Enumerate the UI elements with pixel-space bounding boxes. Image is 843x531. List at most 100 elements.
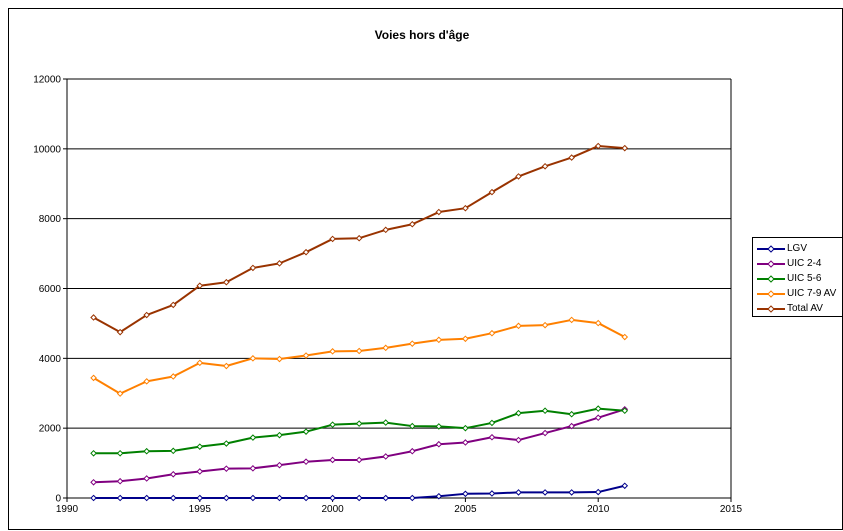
data-point-total-av-2005	[462, 204, 469, 212]
data-point-uic-5-6-2008	[541, 407, 549, 415]
data-point-total-av-2003	[408, 220, 416, 228]
data-point-lgv-1992	[116, 494, 124, 502]
x-tick-label: 2000	[321, 504, 344, 515]
legend-swatch-total-av	[757, 305, 785, 313]
data-point-uic-2-4-2005	[462, 439, 469, 446]
y-tick-label: 10000	[33, 144, 61, 155]
series-total-av	[90, 142, 629, 336]
x-tick-label: 2010	[587, 504, 610, 515]
data-point-uic-5-6-1992	[116, 449, 124, 457]
data-point-lgv-1994	[169, 494, 177, 502]
data-point-lgv-2002	[382, 494, 390, 502]
data-point-uic-2-4-2002	[382, 453, 390, 460]
data-point-uic-2-4-2006	[488, 433, 496, 441]
data-point-uic-7-9-av-1992	[116, 390, 124, 397]
data-point-uic-7-9-av-2002	[382, 344, 390, 352]
data-point-uic-2-4-1994	[169, 470, 177, 478]
data-point-uic-2-4-1993	[143, 475, 150, 482]
data-point-uic-2-4-1992	[116, 477, 124, 485]
x-tick-labels: 1990 1995 2000 2005 2010 2015	[56, 504, 743, 515]
data-point-uic-7-9-av-2009	[568, 316, 575, 324]
legend-item-uic-7-9-av: UIC 7-9 AV	[753, 287, 843, 301]
data-point-uic-5-6-2002	[382, 419, 390, 426]
y-tick-label: 6000	[39, 284, 62, 295]
data-point-lgv-1996	[223, 494, 230, 502]
data-point-uic-2-4-2003	[408, 447, 416, 455]
data-point-lgv-2009	[568, 489, 575, 496]
data-point-uic-2-4-1997	[249, 465, 257, 472]
data-point-uic-5-6-2004	[435, 423, 443, 430]
x-tick-label: 1990	[56, 504, 79, 515]
data-point-lgv-1991	[90, 494, 97, 502]
data-point-uic-7-9-av-2011	[621, 333, 629, 341]
data-point-lgv-1997	[249, 494, 257, 502]
legend-label-total-av: Total AV	[787, 303, 823, 314]
data-point-uic-5-6-2005	[462, 424, 469, 432]
y-tick-label: 8000	[39, 214, 62, 225]
data-point-uic-7-9-av-2004	[435, 336, 443, 344]
data-point-lgv-2005	[462, 490, 469, 498]
data-point-uic-7-9-av-2007	[515, 322, 522, 330]
data-point-lgv-2006	[488, 490, 496, 497]
data-point-total-av-1992	[116, 328, 124, 336]
data-point-lgv-2011	[621, 482, 629, 490]
data-point-total-av-1991	[90, 314, 97, 321]
series-uic-5-6	[90, 405, 629, 457]
data-point-uic-5-6-2011	[621, 407, 629, 415]
data-point-uic-7-9-av-2010	[594, 319, 602, 327]
data-point-total-av-2006	[488, 188, 496, 196]
legend-swatch-uic-2-4	[757, 260, 785, 268]
data-point-total-av-2004	[435, 208, 443, 216]
data-point-uic-2-4-2010	[594, 414, 602, 421]
data-point-uic-7-9-av-2003	[408, 340, 416, 347]
data-point-uic-7-9-av-1999	[302, 352, 310, 359]
data-point-lgv-1999	[302, 494, 310, 502]
data-point-uic-7-9-av-2006	[488, 329, 496, 337]
legend-label-lgv: LGV	[787, 243, 808, 254]
data-point-lgv-2001	[355, 494, 363, 502]
data-point-uic-2-4-2007	[515, 436, 522, 444]
data-point-uic-5-6-2010	[594, 405, 602, 412]
data-point-uic-5-6-1999	[302, 428, 310, 435]
x-tick-label: 2005	[454, 504, 477, 515]
y-tick-label: 12000	[33, 75, 61, 86]
data-point-lgv-2003	[408, 494, 416, 502]
data-point-uic-7-9-av-2008	[541, 321, 549, 329]
chart-title: Voies hors d'âge	[375, 28, 470, 42]
data-point-uic-5-6-2000	[329, 421, 336, 428]
data-point-uic-7-9-av-1991	[90, 374, 97, 382]
series-uic-7-9-av	[90, 316, 629, 397]
data-point-uic-5-6-2006	[488, 419, 496, 427]
data-point-uic-2-4-1999	[302, 458, 310, 465]
data-point-uic-7-9-av-1996	[223, 362, 230, 370]
data-point-uic-2-4-2000	[329, 456, 336, 464]
x-tick-label: 2015	[720, 504, 743, 515]
data-point-uic-5-6-1994	[169, 447, 177, 455]
data-point-total-av-2007	[515, 173, 522, 180]
data-point-total-av-2011	[621, 144, 629, 152]
data-point-lgv-2010	[594, 488, 602, 496]
legend-swatch-lgv	[757, 245, 785, 253]
data-point-uic-5-6-1996	[223, 440, 230, 447]
series-lgv	[90, 482, 629, 502]
data-point-uic-2-4-1995	[196, 468, 204, 475]
y-tick-label: 4000	[39, 354, 62, 365]
gridlines	[67, 78, 731, 429]
legend-swatch-uic-5-6	[757, 275, 785, 283]
data-point-uic-7-9-av-1998	[276, 355, 283, 363]
series-lines	[90, 142, 629, 502]
data-point-uic-5-6-2007	[515, 409, 522, 417]
axes	[63, 78, 732, 502]
data-point-uic-7-9-av-1993	[143, 378, 150, 385]
legend-label-uic-5-6: UIC 5-6	[787, 273, 822, 284]
data-point-uic-5-6-1998	[276, 431, 283, 439]
data-point-total-av-1995	[196, 282, 204, 290]
data-point-uic-2-4-1996	[223, 465, 230, 472]
data-point-total-av-1996	[223, 278, 230, 286]
x-tick-label: 1995	[189, 504, 212, 515]
data-point-total-av-1999	[302, 248, 310, 256]
data-point-total-av-2010	[594, 142, 602, 150]
data-point-uic-5-6-2009	[568, 410, 575, 418]
data-point-uic-2-4-2004	[435, 440, 443, 448]
